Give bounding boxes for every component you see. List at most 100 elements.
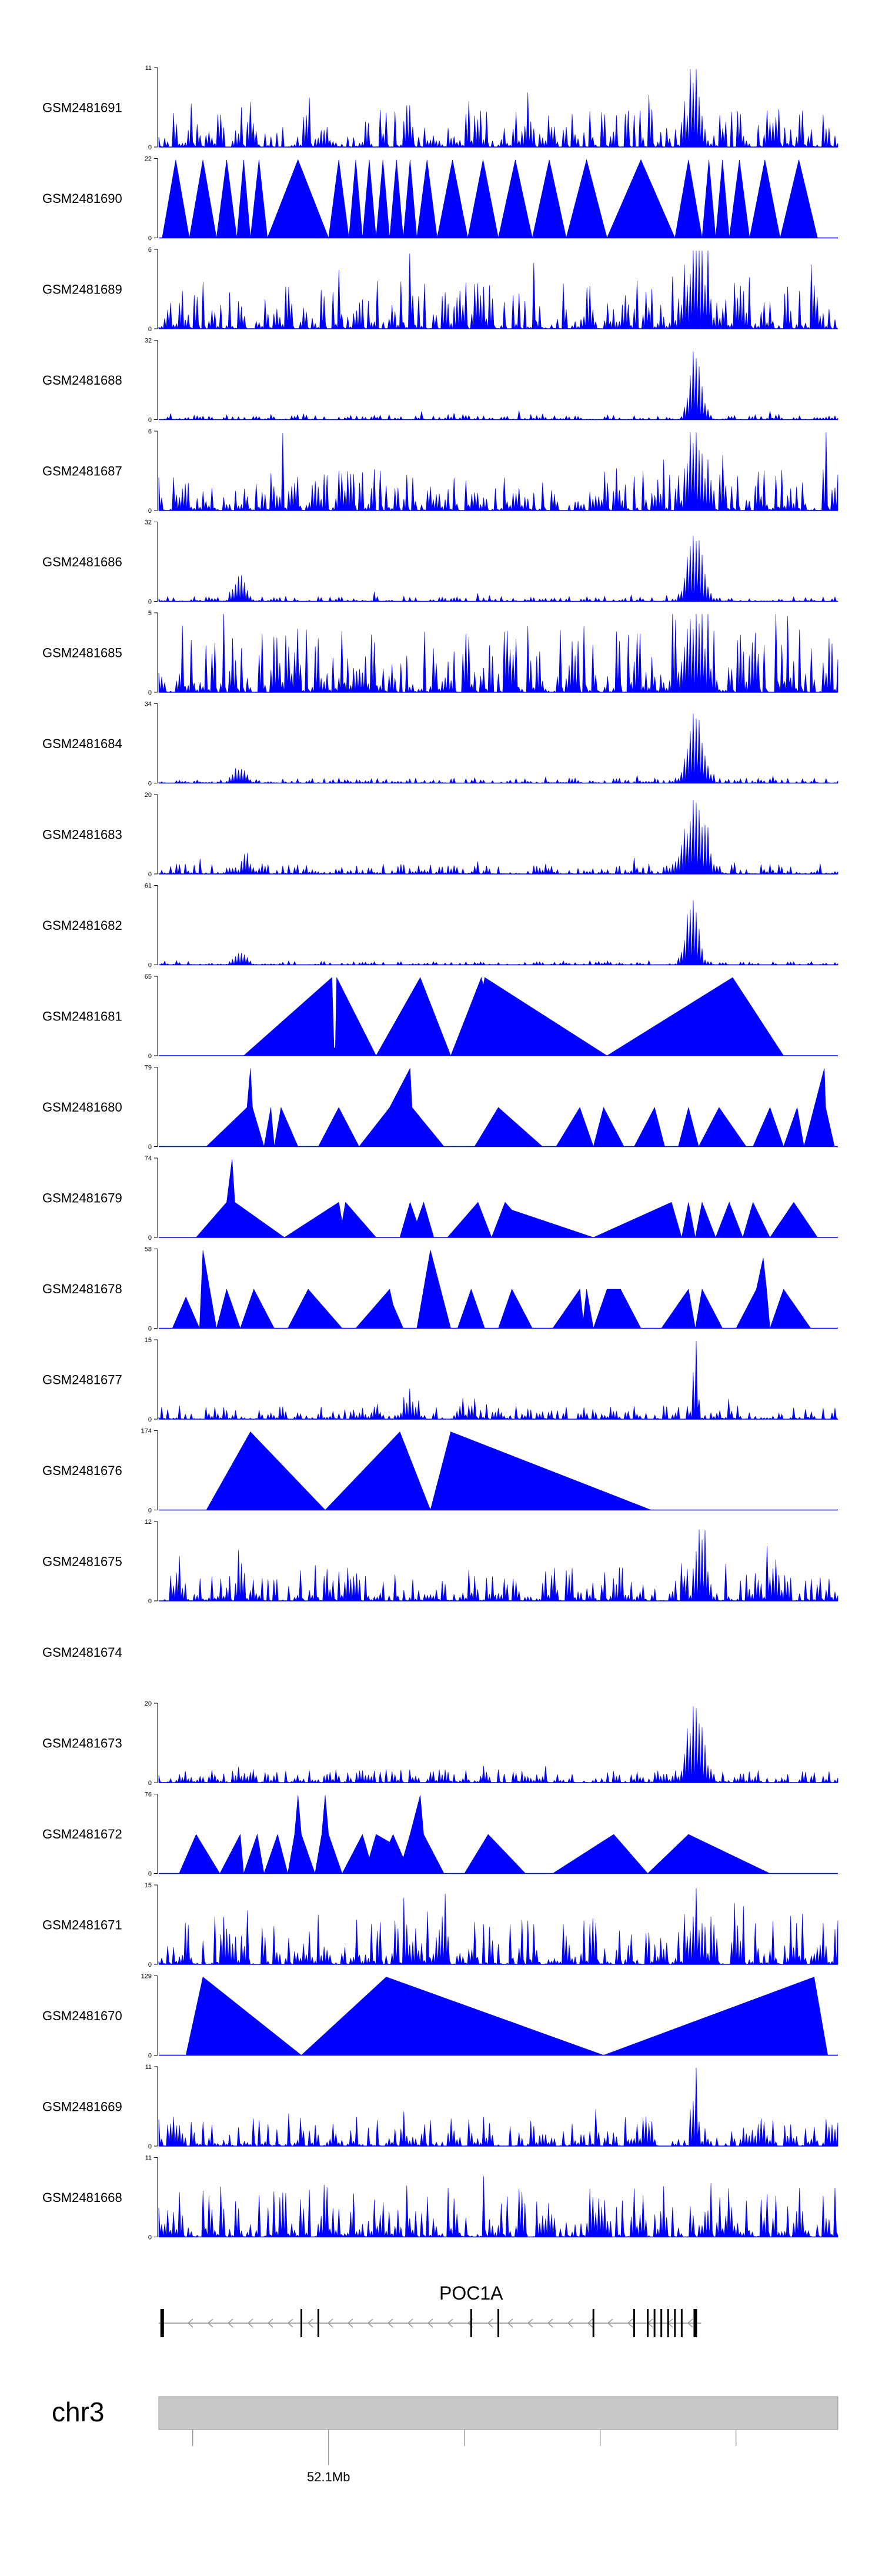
track-GSM2481670: GSM2481670 129 0 bbox=[42, 1973, 838, 2060]
strand-arrow bbox=[427, 2318, 433, 2328]
exon-mark bbox=[660, 2309, 663, 2337]
track-GSM2481673: GSM2481673 20 0 bbox=[42, 1700, 838, 1787]
coverage-area bbox=[185, 1976, 828, 2056]
y-tick-label-max: 61 bbox=[145, 883, 152, 890]
exon-mark bbox=[647, 2309, 649, 2337]
coverage-area bbox=[158, 800, 838, 875]
y-tick-label-max: 20 bbox=[145, 1700, 152, 1707]
coverage-area bbox=[162, 159, 818, 239]
track-label: GSM2481688 bbox=[42, 373, 122, 388]
strand-arrow bbox=[228, 2318, 233, 2328]
track-label: GSM2481677 bbox=[42, 1373, 122, 1387]
y-tick-label-zero: 0 bbox=[148, 962, 152, 969]
strand-arrow bbox=[687, 2318, 693, 2328]
track-label: GSM2481689 bbox=[42, 282, 122, 297]
track-GSM2481690: GSM2481690 22 0 bbox=[42, 156, 838, 242]
track-GSM2481691: GSM2481691 11 0 bbox=[42, 65, 838, 151]
exon-mark bbox=[680, 2309, 683, 2337]
exon-mark bbox=[667, 2309, 669, 2337]
coverage-area bbox=[158, 68, 838, 148]
y-tick-label-max: 6 bbox=[148, 246, 152, 253]
strand-arrow bbox=[487, 2318, 493, 2328]
track-GSM2481675: GSM2481675 12 0 bbox=[42, 1519, 838, 1605]
track-GSM2481676: GSM2481676 174 0 bbox=[42, 1428, 838, 1514]
strand-arrow bbox=[407, 2318, 413, 2328]
y-tick-label-zero: 0 bbox=[148, 1871, 152, 1878]
track-GSM2481683: GSM2481683 20 0 bbox=[42, 792, 838, 878]
strand-arrow bbox=[507, 2318, 513, 2328]
gene-track: POC1A bbox=[159, 2283, 701, 2337]
strand-arrow bbox=[627, 2318, 633, 2328]
track-GSM2481668: GSM2481668 11 0 bbox=[42, 2155, 838, 2241]
track-label: GSM2481676 bbox=[42, 1463, 122, 1478]
coverage-area bbox=[158, 432, 838, 511]
track-label: GSM2481675 bbox=[42, 1554, 122, 1569]
y-tick-label-max: 6 bbox=[148, 428, 152, 435]
strand-arrow bbox=[447, 2318, 453, 2328]
strand-arrow bbox=[547, 2318, 553, 2328]
coverage-area bbox=[158, 1340, 838, 1420]
y-tick-label-max: 11 bbox=[145, 2155, 152, 2162]
track-GSM2481681: GSM2481681 65 0 bbox=[42, 973, 838, 1060]
exon-mark bbox=[300, 2309, 303, 2337]
y-tick-label-max: 5 bbox=[148, 610, 152, 617]
track-label: GSM2481679 bbox=[42, 1191, 122, 1206]
track-GSM2481674: GSM2481674 bbox=[42, 1645, 122, 1660]
track-label: GSM2481690 bbox=[42, 191, 122, 206]
strand-arrow bbox=[387, 2318, 393, 2328]
y-tick-label-max: 74 bbox=[145, 1155, 152, 1162]
strand-arrow bbox=[348, 2318, 353, 2328]
y-tick-label-zero: 0 bbox=[148, 780, 152, 788]
y-tick-label-zero: 0 bbox=[148, 1598, 152, 1605]
y-tick-label-zero: 0 bbox=[148, 2234, 152, 2241]
track-GSM2481671: GSM2481671 15 0 bbox=[42, 1882, 838, 1968]
strand-arrow bbox=[527, 2318, 533, 2328]
y-tick-label-zero: 0 bbox=[148, 326, 152, 333]
ideogram-track: chr3 52.1Mb bbox=[52, 2396, 838, 2484]
track-label: GSM2481671 bbox=[42, 1918, 122, 1933]
exon-mark bbox=[674, 2309, 676, 2337]
chromosome-label: chr3 bbox=[52, 2397, 104, 2427]
y-tick-label-max: 32 bbox=[145, 338, 152, 345]
exon-mark bbox=[497, 2309, 499, 2337]
coverage-area bbox=[243, 977, 784, 1056]
y-tick-label-max: 174 bbox=[141, 1428, 152, 1435]
coverage-area bbox=[158, 536, 838, 602]
strand-arrow bbox=[188, 2318, 193, 2328]
exon-mark bbox=[317, 2309, 319, 2337]
strand-arrow bbox=[268, 2318, 273, 2328]
y-tick-label-zero: 0 bbox=[148, 1234, 152, 1242]
y-tick-label-zero: 0 bbox=[148, 1507, 152, 1514]
y-tick-label-zero: 0 bbox=[148, 1144, 152, 1151]
track-GSM2481677: GSM2481677 15 0 bbox=[42, 1337, 838, 1423]
coverage-area bbox=[206, 1067, 835, 1147]
exon-mark bbox=[592, 2309, 594, 2337]
track-GSM2481669: GSM2481669 11 0 bbox=[42, 2064, 838, 2150]
coverage-area bbox=[159, 900, 838, 966]
y-tick-label-zero: 0 bbox=[148, 2053, 152, 2060]
tracks-layer: GSM2481691110GSM2481690220GSM248168960GS… bbox=[42, 65, 838, 2241]
strand-arrow bbox=[248, 2318, 253, 2328]
y-tick-label-max: 11 bbox=[145, 65, 152, 72]
track-GSM2481682: GSM2481682 61 0 bbox=[42, 883, 838, 969]
track-label: GSM2481678 bbox=[42, 1282, 122, 1296]
coverage-area bbox=[158, 2067, 838, 2147]
track-GSM2481678: GSM2481678 58 0 bbox=[42, 1246, 838, 1333]
strand-arrow bbox=[567, 2318, 573, 2328]
y-tick-label-max: 34 bbox=[145, 701, 152, 708]
y-tick-label-max: 79 bbox=[145, 1065, 152, 1072]
y-tick-label-zero: 0 bbox=[148, 871, 152, 878]
exon-mark bbox=[160, 2309, 164, 2337]
y-tick-label-max: 22 bbox=[145, 156, 152, 163]
y-tick-label-max: 58 bbox=[145, 1246, 152, 1253]
y-tick-label-zero: 0 bbox=[148, 1961, 152, 1968]
track-label: GSM2481681 bbox=[42, 1009, 122, 1024]
track-label: GSM2481691 bbox=[42, 101, 122, 115]
y-tick-label-max: 32 bbox=[145, 519, 152, 526]
track-label: GSM2481673 bbox=[42, 1736, 122, 1751]
track-label: GSM2481686 bbox=[42, 555, 122, 569]
coverage-area bbox=[158, 713, 838, 784]
strand-arrow bbox=[328, 2318, 333, 2328]
y-tick-label-max: 15 bbox=[145, 1337, 152, 1344]
coverage-area bbox=[195, 1159, 818, 1238]
